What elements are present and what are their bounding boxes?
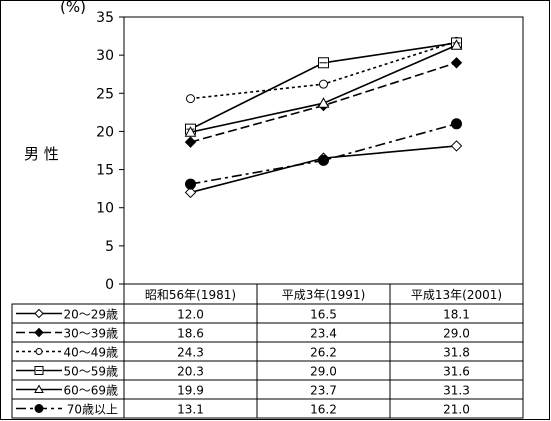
data-label: 20.3 [177, 365, 204, 379]
values-box [123, 283, 524, 419]
data-label: 13.1 [177, 403, 204, 417]
y-tick-label: 20 [96, 124, 114, 140]
legend-label: 30～39歳 [63, 327, 118, 341]
data-label: 19.9 [177, 384, 204, 398]
marker-diamond [450, 140, 463, 152]
legend-label: 40～49歳 [63, 346, 118, 360]
marker-circle [318, 154, 329, 166]
marker-circle [319, 79, 328, 89]
y-tick-label: 35 [96, 10, 114, 26]
series-layer [184, 36, 463, 199]
y-tick-label: 15 [96, 163, 114, 179]
marker-diamond [34, 308, 44, 319]
data-label: 23.7 [310, 384, 337, 398]
marker-circle [34, 404, 44, 413]
data-label: 16.5 [310, 308, 337, 322]
marker-circle [35, 348, 43, 355]
data-label: 18.6 [177, 327, 204, 341]
marker-triangle [34, 384, 44, 393]
data-label: 12.0 [177, 308, 204, 322]
data-label: 31.6 [443, 365, 470, 379]
data-label: 31.3 [443, 384, 470, 398]
y-unit-label: (%) [60, 0, 86, 16]
legend-label: 60～69歳 [63, 384, 118, 398]
marker-triangle [450, 39, 463, 50]
data-label: 24.3 [177, 346, 204, 360]
series-6 [185, 118, 462, 190]
data-label: 26.2 [310, 346, 337, 360]
marker-circle [185, 178, 196, 190]
y-axis-ticks: 0 5 10 15 20 25 30 35 [96, 10, 124, 293]
y-tick-label: 10 [96, 201, 114, 217]
y-tick-label: 30 [96, 48, 114, 64]
marker-diamond [34, 327, 44, 338]
y-tick-label: 0 [105, 277, 114, 293]
category-label: 平成3年(1991) [282, 288, 366, 302]
marker-diamond [184, 186, 197, 199]
data-label: 31.8 [443, 346, 470, 360]
y-tick-label: 25 [96, 86, 114, 102]
data-label: 23.4 [310, 327, 337, 341]
data-table: 昭和56年(1981) 平成3年(1991) 平成13年(2001) 20～29歳 12… [11, 283, 524, 419]
series-5 [184, 39, 463, 137]
marker-diamond [184, 136, 197, 148]
data-label: 21.0 [443, 403, 470, 417]
marker-triangle [184, 126, 197, 137]
legend-label: 70歳以上 [67, 403, 118, 417]
category-label: 平成13年(2001) [411, 288, 502, 302]
marker-triangle [317, 97, 330, 108]
category-label: 昭和56年(1981) [145, 288, 236, 302]
data-label: 16.2 [310, 403, 337, 417]
marker-square [318, 57, 329, 69]
marker-square [34, 366, 44, 375]
y-axis-title: 男 性 [24, 145, 59, 163]
legend-label: 50～59歳 [63, 365, 118, 379]
legend-label: 20～29歳 [63, 308, 118, 322]
marker-diamond [450, 57, 463, 69]
data-label: 29.0 [443, 327, 470, 341]
marker-circle [186, 94, 195, 104]
data-label: 29.0 [310, 365, 337, 379]
data-label: 18.1 [443, 308, 470, 322]
y-tick-label: 5 [105, 239, 114, 255]
marker-circle [451, 118, 462, 130]
